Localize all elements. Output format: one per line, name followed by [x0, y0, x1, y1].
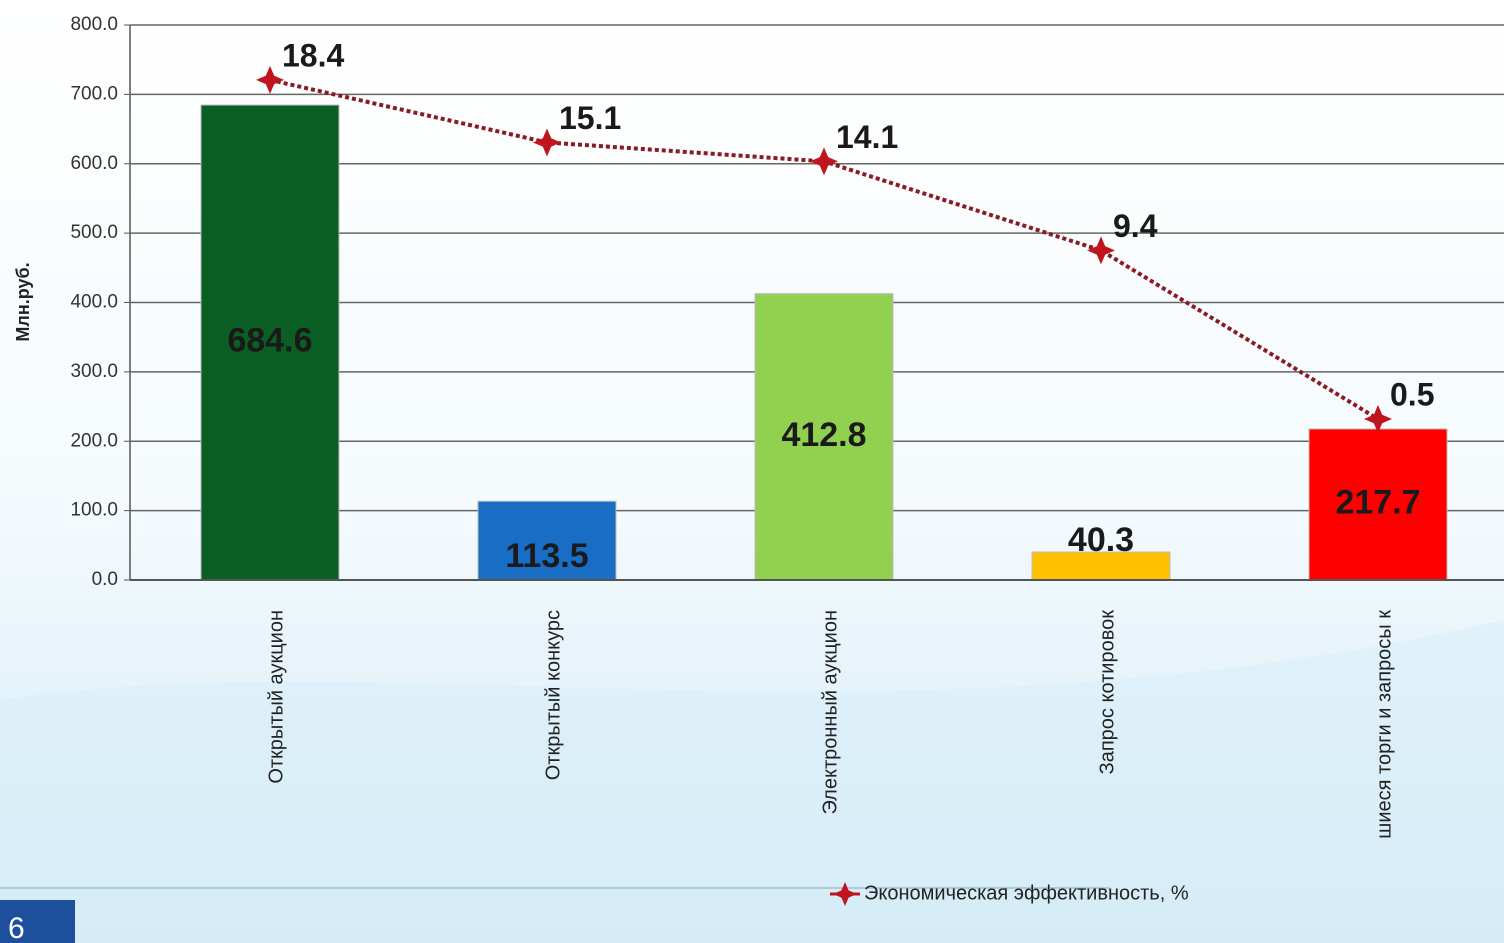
y-tick-label: 700.0	[70, 83, 118, 104]
y-tick-label: 500.0	[70, 222, 118, 243]
y-tick-label: 400.0	[70, 292, 118, 313]
line-value-label: 14.1	[836, 119, 898, 155]
x-tick-label: Открытый аукцион	[265, 610, 287, 784]
x-tick-label: Запрос котировок	[1096, 610, 1118, 775]
bar	[754, 293, 894, 581]
line-marker	[1087, 236, 1115, 265]
bar-value-label: 412.8	[781, 416, 866, 454]
y-axis-label: Млн.руб.	[13, 262, 33, 341]
x-tick-label: Электронный аукцион	[819, 610, 841, 815]
line-value-label: 18.4	[282, 37, 344, 73]
line-value-label: 15.1	[559, 100, 621, 136]
bar-value-label: 217.7	[1335, 483, 1420, 521]
line-marker	[1364, 404, 1392, 433]
x-tick-label: шиеся торги и запросы к	[1373, 610, 1395, 839]
x-tick-label: Открытый конкурс	[542, 610, 564, 780]
y-tick-label: 300.0	[70, 361, 118, 382]
bar	[200, 104, 340, 581]
swoosh	[0, 620, 1504, 943]
y-tick-label: 0.0	[92, 569, 118, 590]
line-marker	[533, 128, 561, 157]
bar-value-label: 40.3	[1068, 521, 1134, 559]
y-tick-label: 100.0	[70, 500, 118, 521]
bar	[477, 500, 617, 581]
bar	[1308, 428, 1448, 581]
page-number-box	[0, 900, 75, 943]
page-number: 6	[8, 912, 25, 943]
y-tick-label: 600.0	[70, 153, 118, 174]
y-tick-label: 800.0	[70, 14, 118, 35]
line-value-label: 9.4	[1113, 208, 1158, 244]
line-marker	[810, 147, 838, 176]
line-value-label: 0.5	[1390, 376, 1434, 412]
bar-value-label: 113.5	[505, 537, 588, 575]
bar-value-label: 684.6	[227, 322, 312, 360]
y-tick-label: 200.0	[70, 430, 118, 451]
line-marker	[256, 65, 284, 94]
legend-label: Экономическая эффективность, %	[864, 882, 1189, 904]
